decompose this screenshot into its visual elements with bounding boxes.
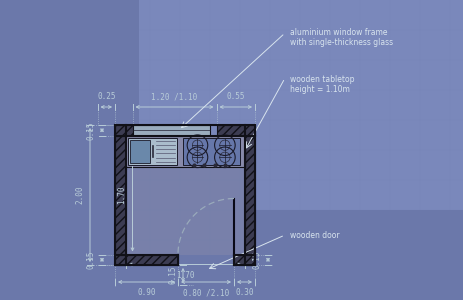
Bar (234, 254, 255, 265)
Text: 0.30: 0.30 (235, 288, 254, 297)
Text: 0.80 /2.10: 0.80 /2.10 (183, 288, 229, 297)
Text: 0.25: 0.25 (97, 92, 115, 101)
Bar (115, 125, 125, 265)
Text: 0.55: 0.55 (226, 92, 245, 101)
Text: 1.70: 1.70 (118, 186, 126, 204)
Bar (115, 125, 143, 136)
Text: 1.70: 1.70 (176, 271, 194, 280)
Bar (130, 140, 150, 163)
Text: 2.00: 2.00 (75, 186, 84, 204)
Bar (217, 125, 255, 136)
Bar (125, 136, 244, 254)
Text: 0.15: 0.15 (87, 121, 96, 140)
Text: 0.15: 0.15 (253, 250, 262, 269)
Text: 1.20 /1.10: 1.20 /1.10 (151, 92, 198, 101)
Bar (115, 254, 178, 265)
Bar (182, 137, 240, 165)
Text: 0.15: 0.15 (87, 250, 96, 269)
Bar (139, 0, 463, 210)
Text: 0.15: 0.15 (168, 266, 177, 284)
Text: wooden tabletop
height = 1.10m: wooden tabletop height = 1.10m (290, 75, 355, 94)
Bar (244, 125, 255, 265)
Bar (132, 125, 209, 136)
Bar (125, 136, 244, 167)
Text: aluminium window frame
with single-thickness glass: aluminium window frame with single-thick… (290, 28, 393, 47)
Text: 0.90: 0.90 (137, 288, 156, 297)
Text: wooden door: wooden door (290, 230, 340, 239)
Bar (127, 137, 177, 165)
